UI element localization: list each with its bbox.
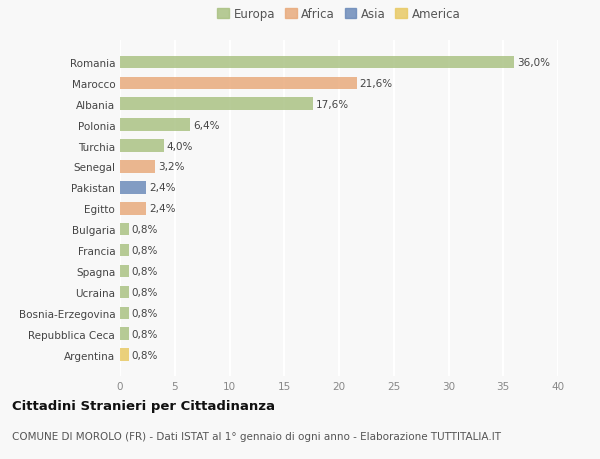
Text: 0,8%: 0,8%	[131, 329, 158, 339]
Bar	[120, 78, 356, 90]
Text: 2,4%: 2,4%	[149, 183, 176, 193]
Bar	[120, 182, 146, 194]
Text: 6,4%: 6,4%	[193, 120, 220, 130]
Bar	[120, 56, 514, 69]
Text: 0,8%: 0,8%	[131, 266, 158, 276]
Bar	[120, 307, 129, 319]
Bar	[120, 244, 129, 257]
Bar	[120, 224, 129, 236]
Text: 0,8%: 0,8%	[131, 246, 158, 256]
Text: 17,6%: 17,6%	[316, 100, 349, 110]
Text: 4,0%: 4,0%	[167, 141, 193, 151]
Text: 0,8%: 0,8%	[131, 308, 158, 318]
Bar	[120, 349, 129, 361]
Text: 3,2%: 3,2%	[158, 162, 184, 172]
Text: 0,8%: 0,8%	[131, 350, 158, 360]
Bar	[120, 98, 313, 111]
Text: COMUNE DI MOROLO (FR) - Dati ISTAT al 1° gennaio di ogni anno - Elaborazione TUT: COMUNE DI MOROLO (FR) - Dati ISTAT al 1°…	[12, 431, 501, 442]
Bar	[120, 328, 129, 340]
Legend: Europa, Africa, Asia, America: Europa, Africa, Asia, America	[212, 4, 466, 26]
Bar	[120, 140, 164, 152]
Bar	[120, 161, 155, 174]
Text: 36,0%: 36,0%	[517, 58, 550, 68]
Bar	[120, 202, 146, 215]
Text: 0,8%: 0,8%	[131, 287, 158, 297]
Text: 0,8%: 0,8%	[131, 225, 158, 235]
Bar	[120, 265, 129, 278]
Text: 21,6%: 21,6%	[359, 78, 392, 89]
Bar	[120, 286, 129, 298]
Text: 2,4%: 2,4%	[149, 204, 176, 214]
Bar	[120, 119, 190, 132]
Text: Cittadini Stranieri per Cittadinanza: Cittadini Stranieri per Cittadinanza	[12, 399, 275, 412]
